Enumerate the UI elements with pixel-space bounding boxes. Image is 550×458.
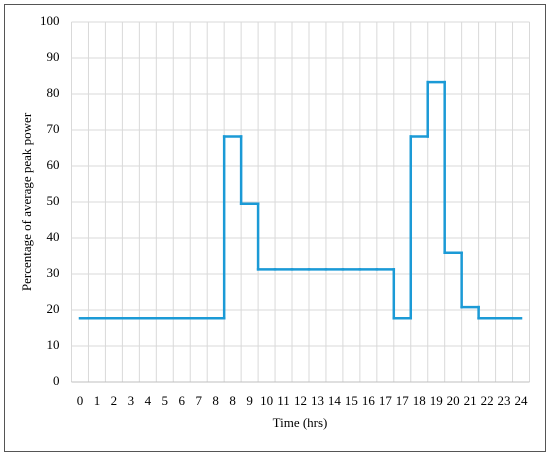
x-tick-label: 9 (246, 393, 253, 408)
x-tick-label: 24 (515, 393, 529, 408)
y-tick-label: 60 (47, 157, 60, 172)
y-tick-label: 10 (47, 337, 60, 352)
x-tick-label: 5 (162, 393, 169, 408)
x-tick-label: 17 (396, 393, 410, 408)
x-tick-label: 11 (277, 393, 290, 408)
y-tick-label: 90 (47, 49, 60, 64)
y-tick-label: 100 (40, 13, 60, 28)
x-tick-label: 13 (311, 393, 324, 408)
y-axis-title: Percentage of average peak power (19, 112, 34, 291)
x-tick-label: 14 (328, 393, 342, 408)
x-tick-label: 23 (498, 393, 511, 408)
y-tick-label: 20 (47, 301, 60, 316)
x-tick-label: 16 (362, 393, 376, 408)
x-tick-label: 1 (94, 393, 101, 408)
y-tick-label: 30 (47, 265, 60, 280)
x-tick-label: 6 (179, 393, 186, 408)
x-tick-label: 3 (128, 393, 135, 408)
x-tick-label: 10 (260, 393, 273, 408)
x-tick-label: 17 (379, 393, 393, 408)
x-tick-label: 15 (345, 393, 358, 408)
x-tick-label: 12 (294, 393, 307, 408)
y-tick-label: 0 (53, 373, 60, 388)
x-tick-label: 19 (430, 393, 443, 408)
y-tick-label: 40 (47, 229, 60, 244)
y-tick-label: 80 (47, 85, 60, 100)
x-tick-label: 4 (145, 393, 152, 408)
x-tick-label: 7 (195, 393, 202, 408)
y-tick-label: 50 (47, 193, 60, 208)
x-tick-label: 2 (111, 393, 118, 408)
x-axis-title: Time (hrs) (273, 415, 328, 430)
y-tick-label: 70 (47, 121, 60, 136)
x-tick-label: 8 (229, 393, 236, 408)
x-tick-label: 18 (413, 393, 426, 408)
x-tick-label: 20 (447, 393, 460, 408)
x-tick-label: 21 (464, 393, 477, 408)
x-tick-label: 22 (481, 393, 494, 408)
x-tick-label: 0 (77, 393, 84, 408)
x-tick-label: 8 (212, 393, 219, 408)
